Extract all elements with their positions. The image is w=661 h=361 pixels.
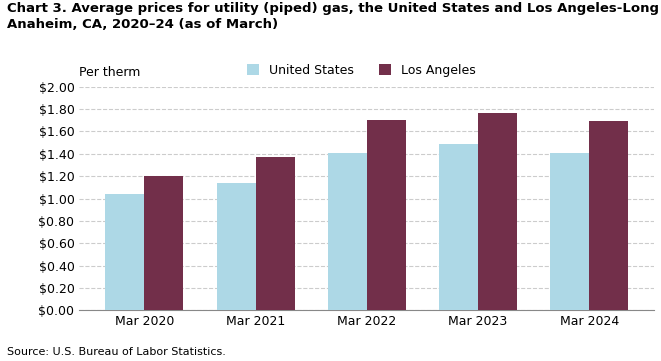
Bar (439, 144, 478, 310)
Bar (217, 183, 256, 310)
Bar (144, 176, 183, 310)
Bar (478, 113, 517, 310)
Text: Chart 3. Average prices for utility (piped) gas, the United States and Los Angel: Chart 3. Average prices for utility (pip… (7, 2, 661, 31)
Bar (106, 194, 144, 310)
Legend: United States, Los Angeles: United States, Los Angeles (247, 64, 476, 77)
Text: Per therm: Per therm (79, 66, 141, 79)
Text: Source: U.S. Bureau of Labor Statistics.: Source: U.S. Bureau of Labor Statistics. (7, 347, 225, 357)
Bar (367, 120, 406, 310)
Bar (551, 153, 590, 310)
Bar (590, 121, 628, 310)
Bar (328, 153, 367, 310)
Bar (256, 157, 295, 310)
